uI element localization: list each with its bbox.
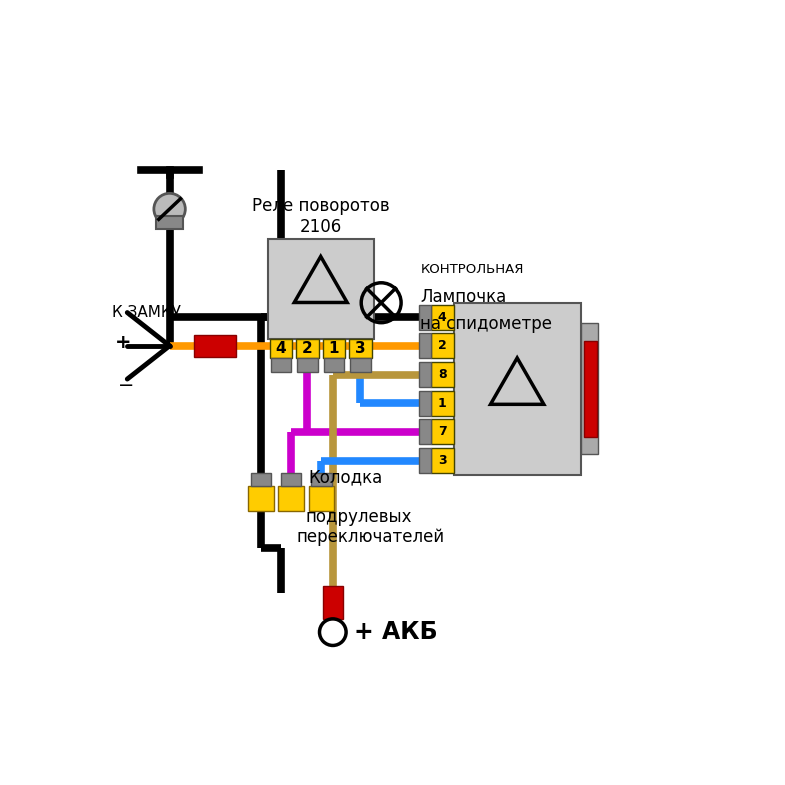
Text: К ЗАМКУ: К ЗАМКУ: [112, 305, 181, 320]
Bar: [431, 334, 454, 358]
Bar: [194, 335, 236, 356]
Bar: [271, 358, 291, 371]
Bar: [418, 448, 431, 473]
Text: + АКБ: + АКБ: [354, 620, 437, 644]
Text: 7: 7: [438, 425, 447, 439]
Bar: [323, 358, 344, 371]
Text: −: −: [119, 375, 134, 395]
Text: +: +: [115, 334, 132, 352]
Text: 1: 1: [438, 396, 447, 410]
Bar: [311, 473, 331, 486]
Bar: [431, 362, 454, 387]
Text: 2: 2: [302, 341, 313, 356]
Bar: [309, 486, 334, 511]
Bar: [156, 216, 183, 229]
Text: 4: 4: [438, 311, 447, 323]
Bar: [418, 391, 431, 416]
Bar: [431, 391, 454, 416]
Bar: [349, 339, 372, 358]
Bar: [296, 339, 319, 358]
Bar: [418, 362, 431, 387]
Text: переключателей: переключателей: [297, 528, 444, 546]
Text: Лампочка: Лампочка: [421, 287, 506, 305]
Bar: [454, 303, 581, 475]
Bar: [418, 305, 431, 330]
Bar: [323, 339, 345, 358]
Circle shape: [154, 193, 185, 225]
Text: 2: 2: [438, 339, 447, 352]
Bar: [269, 339, 293, 358]
Text: подрулевых: подрулевых: [305, 508, 412, 526]
Text: Реле поворотов
2106: Реле поворотов 2106: [252, 198, 389, 236]
Text: Колодка: Колодка: [309, 469, 383, 487]
Bar: [248, 486, 273, 511]
Bar: [431, 448, 454, 473]
Bar: [581, 323, 597, 455]
Text: 8: 8: [438, 368, 447, 381]
Bar: [418, 334, 431, 358]
Bar: [279, 486, 304, 511]
Bar: [268, 239, 374, 339]
Bar: [418, 419, 431, 444]
Text: 1: 1: [329, 341, 339, 356]
Bar: [281, 473, 301, 486]
Bar: [323, 586, 343, 619]
Bar: [250, 473, 271, 486]
Text: КОНТРОЛЬНАЯ: КОНТРОЛЬНАЯ: [421, 263, 524, 276]
Bar: [431, 305, 454, 330]
Bar: [584, 341, 597, 437]
Text: 4: 4: [276, 341, 287, 356]
Bar: [431, 419, 454, 444]
Bar: [298, 358, 318, 371]
Text: на спидометре: на спидометре: [421, 315, 553, 333]
Bar: [350, 358, 371, 371]
Text: 3: 3: [355, 341, 366, 356]
Text: 3: 3: [438, 455, 447, 467]
